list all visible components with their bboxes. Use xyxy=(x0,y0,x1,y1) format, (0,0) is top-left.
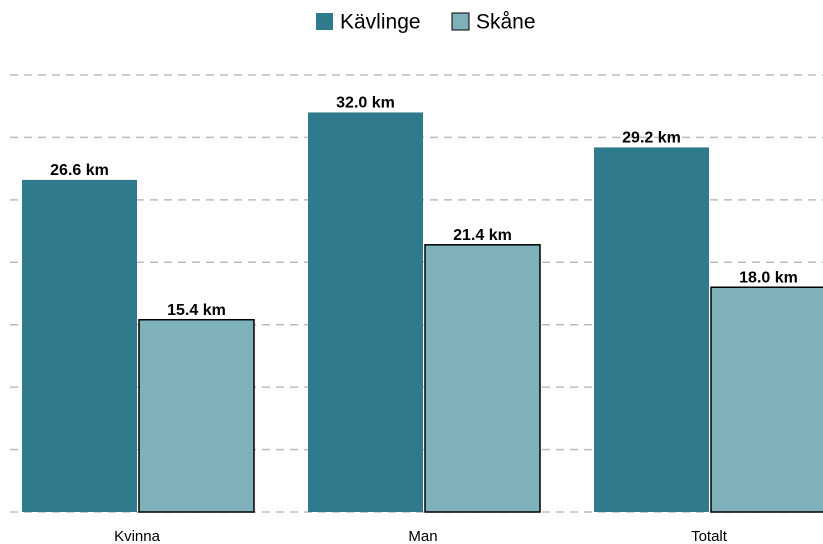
bar xyxy=(594,147,709,512)
data-label: 29.2 km xyxy=(622,130,681,147)
bar xyxy=(710,286,823,513)
data-label: 18.0 km xyxy=(739,269,798,286)
data-label: 26.6 km xyxy=(50,162,109,179)
data-label: 21.4 km xyxy=(453,227,512,244)
legend-label: Skåne xyxy=(476,11,536,34)
bar xyxy=(308,112,423,512)
data-label: 32.0 km xyxy=(336,95,395,112)
x-tick-label: Totalt xyxy=(691,528,728,544)
legend-swatch xyxy=(316,13,333,30)
legend-label: Kävlinge xyxy=(340,11,421,34)
bar xyxy=(138,318,255,513)
x-tick-label: Kvinna xyxy=(114,528,161,544)
bar xyxy=(424,244,541,513)
data-label: 15.4 km xyxy=(167,302,226,319)
legend-swatch xyxy=(451,12,470,31)
x-tick-label: Man xyxy=(408,528,437,544)
bar xyxy=(22,179,137,512)
